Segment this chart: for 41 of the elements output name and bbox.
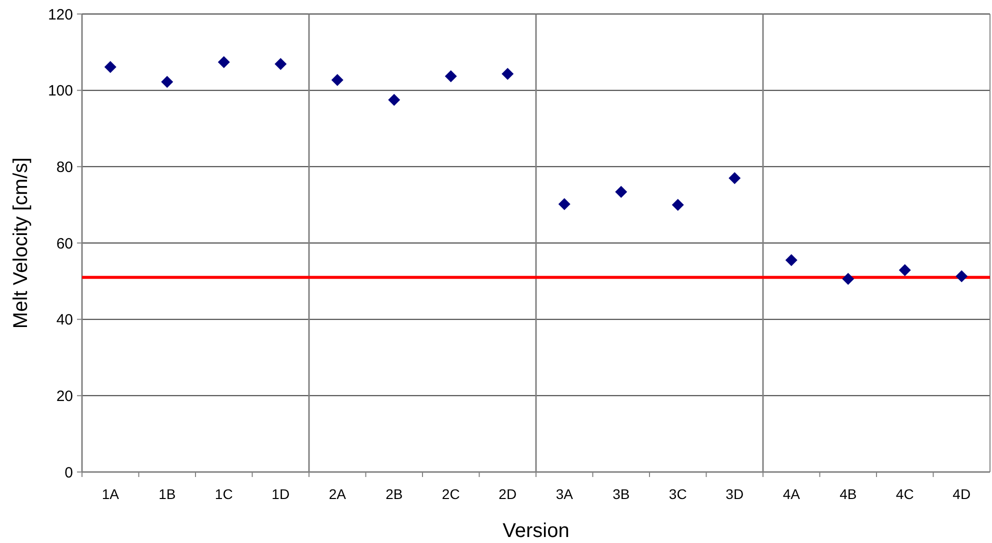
y-axis-title: Melt Velocity [cm/s] <box>10 157 32 329</box>
point <box>444 70 457 82</box>
point <box>898 264 911 276</box>
point <box>502 68 514 80</box>
point <box>785 254 798 266</box>
x-tick-label: 1D <box>272 486 290 502</box>
y-tick-label: 120 <box>48 6 73 24</box>
x-tick-label: 4A <box>782 486 801 502</box>
x-tick-label: 3B <box>612 486 630 502</box>
y-tick-label: 100 <box>48 82 73 100</box>
x-tick-label: 2C <box>442 486 460 502</box>
point <box>161 76 174 88</box>
y-tick-label: 20 <box>56 388 73 405</box>
x-tick-label: 2A <box>328 486 347 502</box>
y-tick-label: 80 <box>56 158 73 176</box>
point <box>728 172 741 184</box>
x-tick-label: 3C <box>668 486 687 502</box>
x-tick-label: 4D <box>952 486 971 502</box>
y-tick-label: 40 <box>56 312 73 329</box>
point <box>104 61 116 74</box>
x-tick-label: 4C <box>896 486 914 502</box>
point <box>331 74 344 86</box>
x-tick-label: 1A <box>102 486 120 502</box>
x-tick-label: 3A <box>556 486 574 502</box>
x-tick-label: 3D <box>726 486 744 502</box>
y-tick-label: 60 <box>56 235 73 252</box>
x-tick-label: 2B <box>386 486 403 502</box>
x-tick-label: 4B <box>840 486 857 502</box>
x-tick-label: 1B <box>158 486 176 502</box>
point <box>956 270 968 282</box>
point <box>672 198 684 211</box>
point <box>615 186 628 198</box>
point <box>842 272 854 285</box>
point <box>388 94 400 106</box>
x-axis-title: Version <box>502 520 570 542</box>
point <box>558 198 570 210</box>
x-tick-label: 1C <box>214 486 233 502</box>
y-tick-label: 0 <box>64 464 73 482</box>
point <box>274 58 287 70</box>
point <box>218 56 230 68</box>
x-tick-label: 2D <box>498 486 517 502</box>
